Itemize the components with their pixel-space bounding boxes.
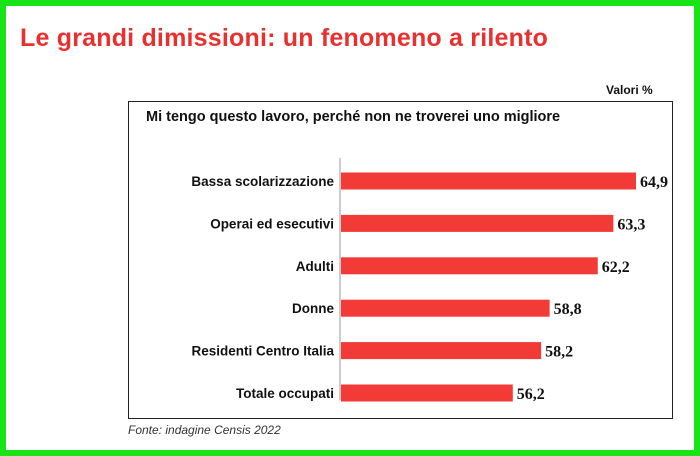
bar [341, 342, 542, 360]
category-label: Residenti Centro Italia [191, 344, 334, 359]
value-label: 63,3 [617, 216, 645, 233]
bar [341, 214, 614, 232]
value-label: 64,9 [640, 174, 668, 191]
unit-label: Valori % [606, 83, 653, 97]
source-note: Fonte: indagine Censis 2022 [128, 423, 281, 437]
bar [341, 299, 550, 317]
category-label: Adulti [296, 259, 334, 274]
bar [341, 257, 598, 275]
category-label: Totale occupati [236, 386, 334, 401]
value-label: 58,8 [554, 301, 582, 318]
category-label: Donne [292, 301, 334, 316]
category-label: Bassa scolarizzazione [191, 174, 334, 189]
bar [341, 384, 513, 402]
value-label: 58,2 [545, 344, 573, 361]
bar [341, 172, 636, 190]
chart-subtitle: Mi tengo questo lavoro, perché non ne tr… [146, 109, 561, 125]
value-label: 62,2 [602, 259, 630, 276]
page-title: Le grandi dimissioni: un fenomeno a rile… [20, 24, 549, 52]
category-label: Operai ed esecutivi [210, 216, 334, 231]
value-label: 56,2 [517, 386, 545, 403]
